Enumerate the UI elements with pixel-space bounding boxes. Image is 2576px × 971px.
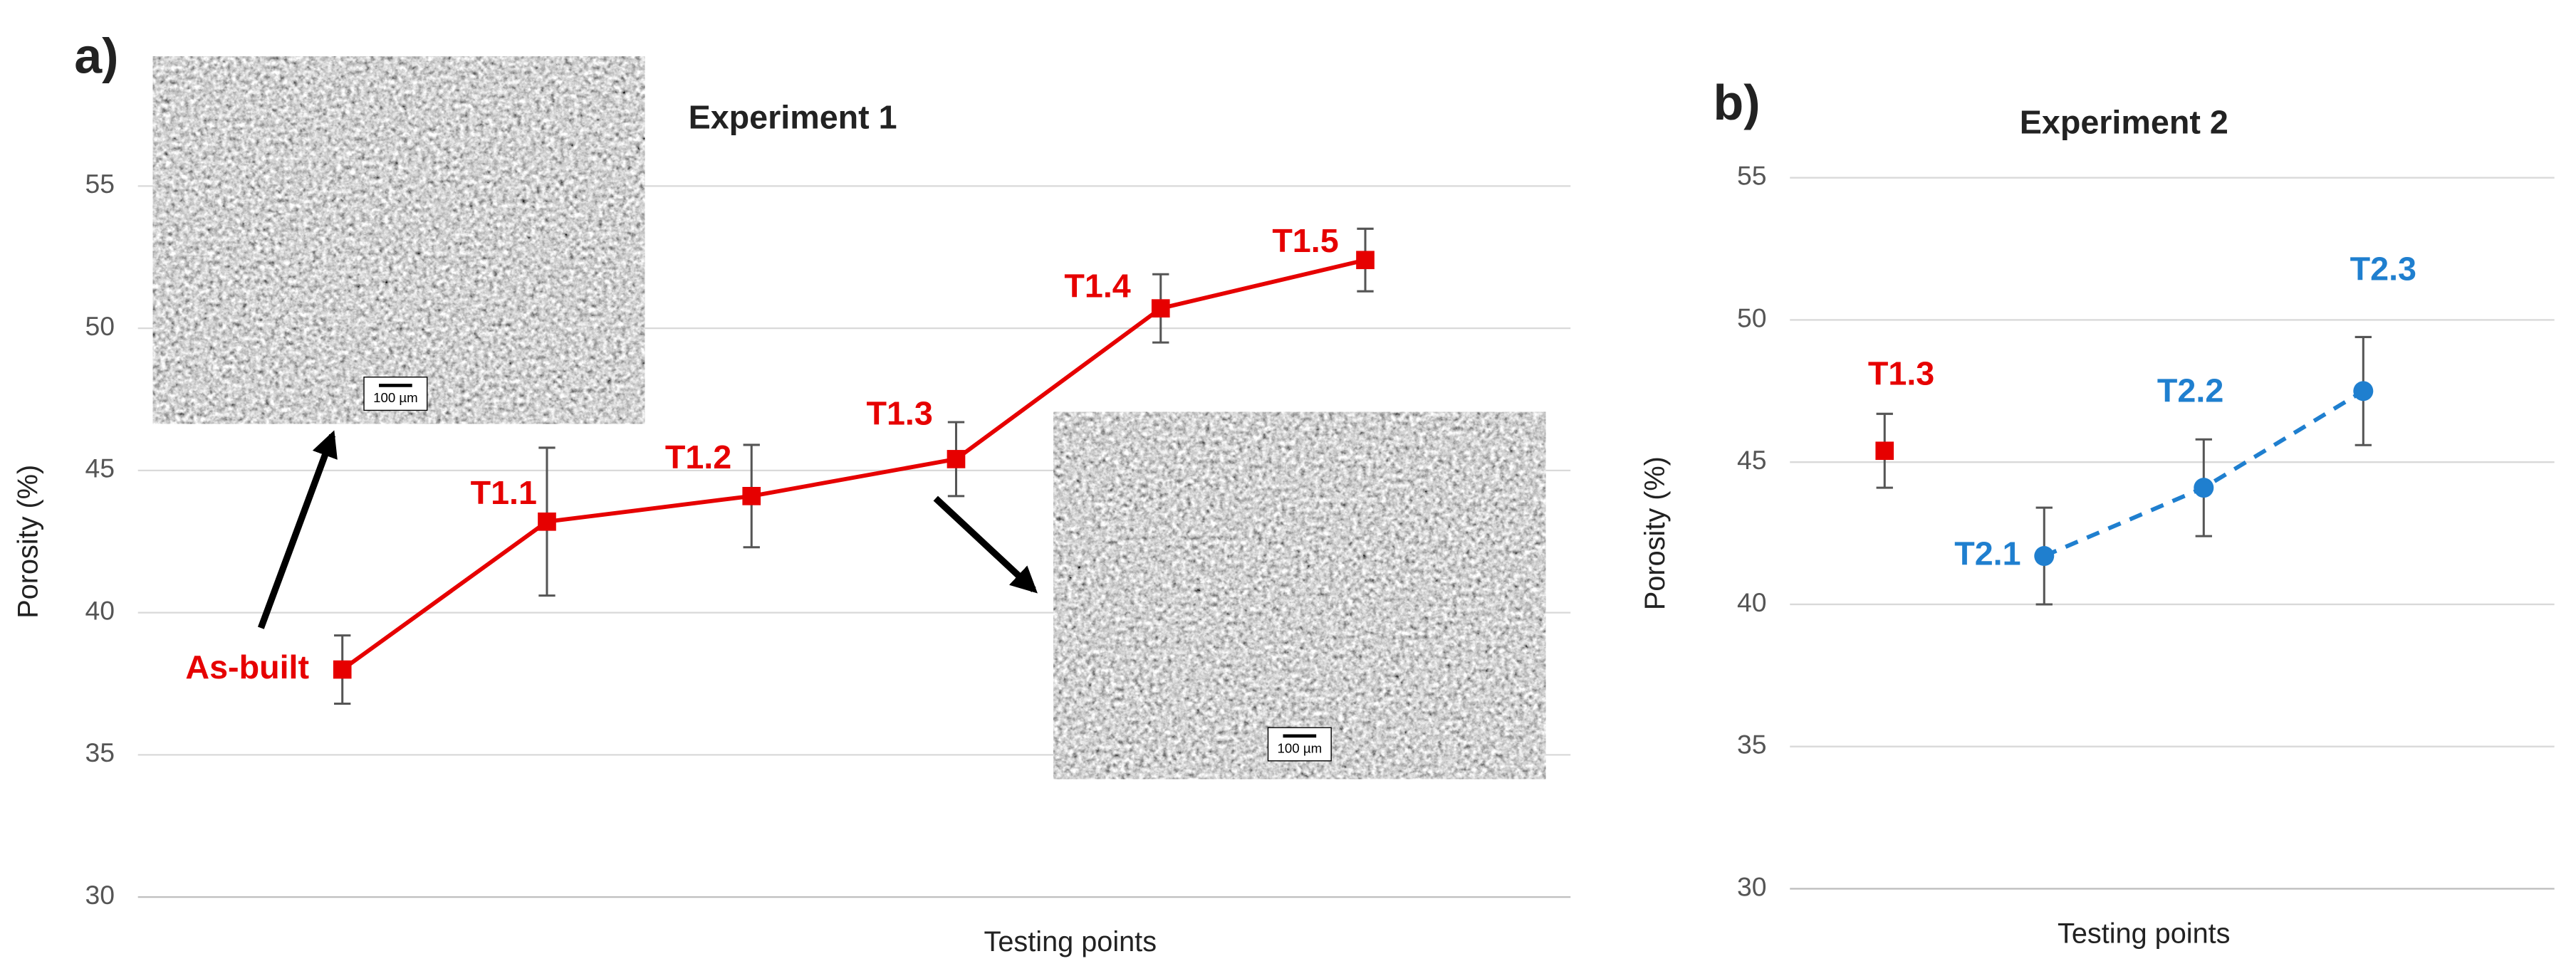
y-tick-label: 45 (85, 453, 115, 483)
point (1356, 251, 1375, 270)
point-label: T2.3 (2350, 251, 2416, 288)
y-tick-label: 55 (1737, 161, 1767, 191)
y-tick-label: 30 (85, 880, 115, 910)
y-tick-label: 50 (85, 311, 115, 341)
y-tick-label: 30 (1737, 871, 1767, 901)
point-label: T1.3 (1868, 355, 1934, 392)
point-label: T1.3 (866, 395, 932, 432)
chart-title: Experiment 1 (689, 98, 897, 135)
y-tick-label: 40 (1737, 587, 1767, 617)
y-tick-label: 55 (85, 169, 115, 199)
scale-label: 100 µm (1278, 740, 1323, 755)
point (742, 487, 761, 505)
point (947, 450, 966, 468)
y-tick-label: 50 (1737, 303, 1767, 332)
point-label: As-built (185, 649, 309, 686)
y-tick-label: 40 (85, 595, 115, 625)
series-line (341, 258, 1366, 671)
point-label: T2.2 (2157, 372, 2223, 409)
y-tick-label: 35 (1737, 730, 1767, 760)
x-axis-label: Testing points (984, 926, 1157, 957)
point-label: T1.4 (1064, 267, 1130, 304)
point (1875, 441, 1894, 461)
point (1151, 299, 1170, 317)
point-label: T1.1 (471, 474, 537, 511)
point (2353, 381, 2374, 401)
arrow (257, 430, 338, 629)
arrow (933, 495, 1038, 594)
scale-box (363, 377, 428, 411)
x-axis-label: Testing points (2058, 918, 2230, 949)
point (333, 660, 352, 679)
panel-label: b) (1714, 75, 1761, 130)
micrograph (152, 56, 645, 424)
y-tick-label: 35 (85, 738, 115, 767)
chart-title: Experiment 2 (2020, 103, 2228, 140)
point (2194, 478, 2214, 498)
scale-label: 100 µm (373, 390, 418, 405)
micrograph (1053, 411, 1546, 780)
scale-box (1267, 727, 1332, 762)
point (2034, 546, 2055, 567)
point-label: T1.5 (1272, 222, 1338, 259)
y-axis-label: Porosity (%) (12, 465, 43, 619)
y-tick-label: 45 (1737, 445, 1767, 475)
point-label: T2.1 (1954, 535, 2020, 572)
point-label: T1.2 (665, 439, 731, 476)
point (538, 512, 556, 531)
panel-label: a) (74, 28, 118, 84)
y-axis-label: Porosity (%) (1639, 456, 1671, 610)
